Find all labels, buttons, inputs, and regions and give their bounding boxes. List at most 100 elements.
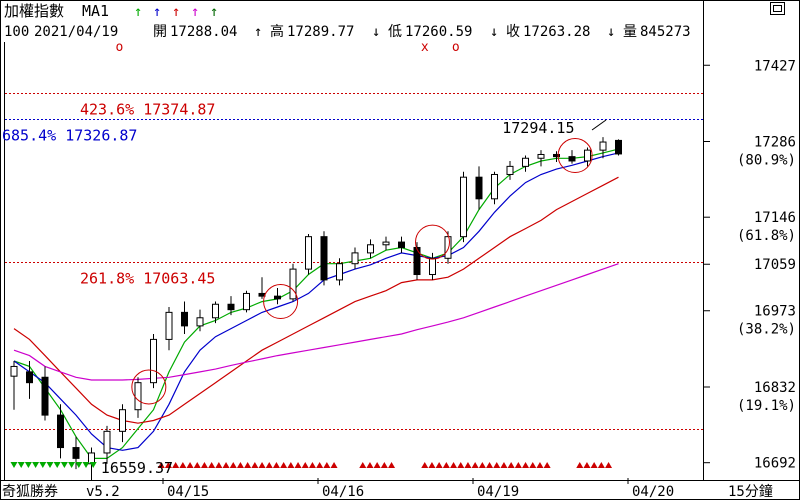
bottom-signal-marker [89, 462, 97, 468]
top-signal-mark-1: o [115, 40, 123, 55]
candle [615, 139, 622, 156]
open-label: 開 [153, 24, 167, 40]
candle-body [150, 338, 157, 384]
candle-body [351, 252, 359, 265]
candle [103, 425, 111, 464]
candle [553, 151, 560, 163]
bottom-signal-marker [46, 462, 54, 468]
candle-body [568, 156, 576, 162]
highlight-circle-1 [131, 369, 167, 405]
candle-body [26, 371, 33, 384]
candle-body [274, 295, 281, 300]
candle-body [212, 303, 219, 319]
candle [382, 236, 390, 251]
candle-body [429, 257, 436, 276]
highlight-circle-2 [263, 284, 299, 320]
bottom-signal-marker [471, 462, 479, 468]
candle [429, 252, 436, 280]
brand-name: 奇狐勝券 [2, 483, 58, 500]
period-selector[interactable]: 15分鐘 [728, 483, 773, 500]
candle-body [165, 311, 173, 340]
candle-body [289, 268, 297, 300]
close-label: 收 [506, 24, 520, 40]
bottom-signal-marker [10, 462, 18, 468]
bottom-signal-marker [478, 462, 486, 468]
candle-body [57, 414, 64, 449]
candle [460, 171, 467, 243]
y-tick-label: 17146 [754, 210, 796, 226]
bottom-signal-marker [421, 462, 429, 468]
low-label: 低 [388, 24, 402, 40]
window-restore-icon[interactable] [770, 2, 785, 15]
low-arrow: ↓ [490, 24, 498, 40]
high-label: 高 [270, 23, 284, 40]
candle [181, 301, 188, 334]
candle-body [336, 263, 343, 281]
price-axis: 17427 17286 (80.9%) 17146 (61.8%) 17059 16973 (… [703, 58, 796, 472]
x-tick-label: 04/20 [632, 484, 674, 500]
candle [243, 290, 250, 313]
candle [72, 436, 80, 470]
highlight-circle-3 [415, 224, 450, 260]
time-axis: 04/15 04/16 04/19 04/20 [162, 478, 674, 500]
bottom-signal-marker [428, 462, 436, 468]
candle-body [41, 376, 49, 416]
candle [491, 171, 498, 205]
ma-arrow-3: ↑ [172, 4, 180, 20]
candle [537, 150, 545, 167]
candle-body [553, 153, 560, 158]
candle-body [506, 165, 514, 175]
candle [568, 150, 576, 164]
bottom-signal-marker [265, 462, 273, 468]
bottom-signal-marker [373, 462, 381, 468]
bottom-signal-marker [193, 462, 201, 468]
bottom-signal-marker [179, 462, 187, 468]
bottom-signal-marker [366, 462, 374, 468]
ma-arrow-1: ↑ [134, 4, 142, 20]
highlight-circles [131, 138, 593, 405]
bottom-signal-marker [251, 462, 259, 468]
ma-arrows: ↑ ↑ ↑ ↑ ↑ [134, 4, 218, 20]
bottom-signal-marker [287, 462, 295, 468]
candle [119, 404, 126, 443]
candle [212, 301, 219, 324]
bottom-signal-marker [597, 462, 605, 468]
candle-body [10, 365, 18, 377]
bottom-signal-marker [301, 462, 309, 468]
bottom-signal-marker [514, 462, 522, 468]
y-tick-label: 16832 [754, 380, 796, 396]
volume-value: 845273 [640, 24, 691, 40]
high-label-pointer [591, 119, 607, 131]
open-value: 17288.04 [170, 24, 237, 40]
candle-body [119, 409, 126, 432]
bottom-signal-marker [82, 462, 90, 468]
bottom-signal-marker [543, 462, 551, 468]
candle-body [243, 292, 250, 311]
bottom-signal-marker [457, 462, 465, 468]
ma-line-2 [13, 152, 619, 451]
candle [57, 404, 64, 459]
bottom-signal-marker [164, 462, 172, 468]
y-tick-label: 16692 [754, 456, 796, 472]
bottom-signal-marker [39, 462, 47, 468]
candle-body [491, 173, 498, 200]
low-price-label: 16559.37 [101, 459, 173, 477]
candle [367, 239, 374, 259]
candle-body [181, 311, 188, 327]
bottom-signal-marker [186, 462, 194, 468]
candle [26, 361, 33, 399]
bottom-signal-marker [323, 462, 331, 468]
candle [41, 366, 49, 421]
quote-line: 100 2021/04/19 開 17288.04 ↑ 高 17289.77 ↓… [4, 23, 691, 40]
candle [336, 258, 343, 286]
candle-body [134, 382, 142, 411]
y-tick-label: 16973 [754, 304, 796, 320]
candle-body [320, 236, 328, 281]
candle [351, 247, 359, 270]
bottom-signal-marker [380, 462, 388, 468]
reference-line-label-3: 261.8% 17063.45 [80, 270, 215, 288]
bottom-signal-marker [75, 462, 83, 468]
bottom-signal-marker [222, 462, 230, 468]
